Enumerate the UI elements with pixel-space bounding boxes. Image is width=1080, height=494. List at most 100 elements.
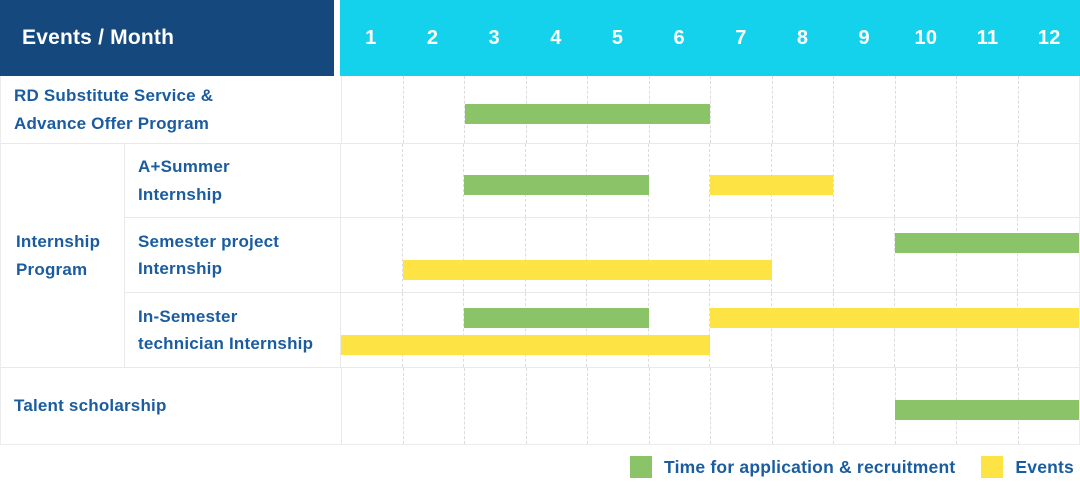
month-header-10: 10 [914,26,938,49]
legend-item-events: Events [981,456,1074,478]
month-header-6: 6 [673,26,685,49]
table-row-a-summer-internship: A+Summer Internship [125,144,1079,217]
month-header-4: 4 [550,26,562,49]
month-grid-cell [894,293,956,367]
month-grid-cell [1017,76,1080,143]
group-label: Internship Program [1,144,125,367]
month-grid-cell [1017,144,1079,217]
month-grid-cell [524,293,587,367]
month-grid-cell [709,293,771,367]
month-header-2: 2 [426,26,439,49]
month-grid-cell [833,76,895,143]
month-header-8: 8 [796,26,809,49]
month-grid-cell [586,293,648,367]
application-recruitment-swatch-icon [630,456,653,478]
table-row-rd-substitute-service-advance-offer-program: RD Substitute Service & Advance Offer Pr… [1,76,1079,143]
month-grid-cell [401,144,464,217]
month-grid-cell [342,368,403,444]
table-row-in-semester-technician-internship: In-Semester technician Internship [125,292,1079,367]
month-grid-cell [586,218,648,292]
month-grid-cell [402,76,465,143]
month-grid-cell [955,218,1018,292]
timeline-rd-substitute-service-advance-offer-program [341,76,1079,143]
month-grid-cell [894,144,956,217]
month-header-9: 9 [858,26,870,49]
month-grid-cell [894,76,957,143]
events-month-table: Events / Month 1 2 3 4 5 6 7 8 9 10 11 12 RD Substi… [0,0,1080,445]
row-label: Semester project Internship [138,231,280,278]
legend: Time for application & recruitment Event… [604,456,1074,478]
timeline-a-summer-internship [340,144,1079,217]
month-grid-cell [709,144,771,217]
month-header-11: 11 [976,26,999,49]
table-header-title: Events / Month [0,0,334,76]
month-grid-cell [402,368,465,444]
timeline-talent-scholarship [341,368,1079,444]
header-gap [334,0,340,76]
table-row-semester-project-internship: Semester project Internship [125,217,1079,292]
month-grid-cell [955,293,1018,367]
table-row-talent-scholarship: Talent scholarship [1,367,1079,444]
month-grid-cell [647,293,710,367]
events-bar [402,260,772,280]
month-header-1: 1 [365,26,377,49]
table-body: RD Substitute Service & Advance Offer Pr… [0,76,1080,445]
month-grid-cell [771,76,834,143]
month-grid-cell [464,76,526,143]
month-header-12: 12 [1037,26,1061,49]
month-grid-cell [525,368,588,444]
month-grid-cell [1017,293,1079,367]
month-grid-cell [955,144,1018,217]
legend-label-events: Events [1015,456,1074,477]
legend-item-application: Time for application & recruitment [630,456,955,478]
month-grid-cell [832,293,895,367]
row-label: In-Semester technician Internship [138,306,314,353]
events-swatch-icon [981,456,1004,478]
month-grid-cell [833,368,895,444]
month-grid-cell [956,76,1018,143]
month-grid-cell [648,368,711,444]
month-grid-cell [771,293,833,367]
group-internship-program: Internship Program A+Summer Internship Sem… [1,143,1079,367]
timeline-in-semester-technician-internship [340,293,1079,367]
month-grid-cell [710,368,772,444]
month-grid-cell [341,293,402,367]
month-header-7: 7 [735,26,747,49]
month-grid-cell [401,293,464,367]
month-grid-cell [647,144,710,217]
month-header-row: 1 2 3 4 5 6 7 8 9 10 11 12 [340,0,1080,76]
table-header-row: Events / Month 1 2 3 4 5 6 7 8 9 10 11 12 [0,0,1080,76]
group-subrows: A+Summer Internship Semester project Inte… [125,144,1079,367]
month-grid-cell [341,144,402,217]
month-grid-cell [894,218,956,292]
month-grid-cell [832,144,895,217]
month-grid-cell [832,218,895,292]
month-grid-cell [771,218,833,292]
events-bar [710,174,833,195]
timeline-semester-project-internship [340,218,1079,292]
month-grid-cell [524,218,587,292]
row-label: Talent scholarship [14,396,167,416]
events-bar [341,335,710,355]
application-recruitment-bar [464,103,711,124]
legend-label-application: Time for application & recruitment [664,456,956,477]
events-bar [710,308,1079,328]
month-grid-cell [342,76,403,143]
application-recruitment-bar [464,308,649,328]
month-grid-cell [710,76,772,143]
month-grid-cell [341,218,402,292]
month-grid-cell [463,144,525,217]
application-recruitment-bar [464,174,649,195]
application-recruitment-bar [894,400,1079,420]
application-recruitment-bar [894,233,1079,253]
month-grid-cell [401,218,464,292]
month-grid-cell [587,368,649,444]
month-grid-cell [463,293,525,367]
month-grid-cell [771,368,834,444]
month-grid-cell [463,218,525,292]
month-header-3: 3 [488,26,500,49]
month-grid-cell [647,218,710,292]
row-label: A+Summer Internship [138,157,230,204]
month-grid-cell [1017,218,1079,292]
